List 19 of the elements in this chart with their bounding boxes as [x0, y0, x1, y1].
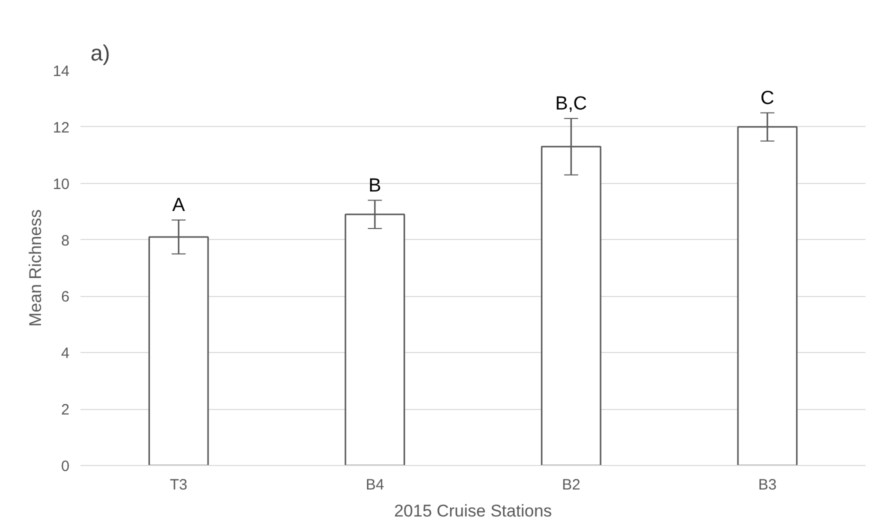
annotation: C	[760, 88, 774, 109]
x-axis-title: 2015 Cruise Stations	[394, 502, 552, 520]
y-tick-label: 10	[52, 176, 70, 193]
annotation: B	[368, 175, 382, 196]
y-tick-label: 0	[61, 458, 70, 475]
y-tick-label: 14	[52, 63, 70, 80]
chart-title: a)	[90, 40, 110, 66]
x-tick-label: B2	[562, 476, 580, 494]
y-tick-label: 2	[61, 402, 70, 419]
annotation: B,C	[555, 93, 587, 114]
y-tick-label: 12	[52, 119, 70, 136]
x-tick-label: B3	[758, 476, 777, 494]
y-tick-label: 8	[61, 232, 70, 250]
y-axis-title: Mean Richness	[26, 209, 45, 327]
x-tick-label: B4	[366, 476, 384, 494]
y-tick-label: 4	[61, 345, 70, 362]
y-tick-label: 6	[61, 288, 70, 306]
annotation: A	[172, 195, 186, 216]
x-tick-label: T3	[170, 476, 188, 494]
